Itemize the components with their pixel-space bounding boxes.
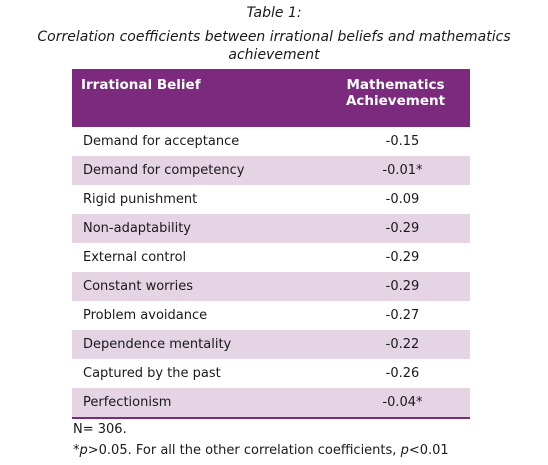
belief-cell: Non-adaptability (72, 214, 321, 243)
correlation-cell: -0.09 (385, 192, 420, 207)
correlation-cell: -0.29 (321, 272, 470, 301)
table-row: Constant worries -0.29 (72, 272, 470, 301)
p-symbol: p (79, 443, 88, 458)
header-irrational-belief: Irrational Belief (72, 69, 321, 127)
table-row: External control -0.29 (72, 243, 470, 272)
table-notes: N= 306. *p>0.05. For all the other corre… (73, 419, 449, 461)
table-row: Captured by the past -0.26 (72, 359, 470, 388)
significance-note: *p>0.05. For all the other correlation c… (73, 440, 449, 461)
correlation-table: Irrational Belief Mathematics Achievemen… (72, 69, 470, 419)
belief-cell: Demand for competency (72, 156, 321, 185)
belief-cell: Rigid punishment (83, 192, 198, 207)
table-row: Demand for competency -0.01* (72, 156, 470, 185)
correlation-cell: -0.15 (385, 134, 420, 149)
belief-cell: Captured by the past (83, 366, 221, 381)
correlation-cell: -0.26 (385, 366, 420, 381)
belief-cell: Constant worries (72, 272, 321, 301)
belief-cell: Dependence mentality (72, 330, 321, 359)
belief-cell: Problem avoidance (83, 308, 208, 323)
belief-cell: External control (83, 250, 187, 265)
table-row: Perfectionism -0.04* (72, 388, 470, 419)
table-row: Problem avoidance -0.27 (72, 301, 470, 330)
table-row: Demand for acceptance -0.15 (72, 127, 470, 156)
correlation-cell: -0.04* (321, 388, 470, 419)
table-header-row: Irrational Belief Mathematics Achievemen… (72, 69, 470, 127)
significance-threshold: <0.01 (408, 443, 449, 458)
table-row: Non-adaptability -0.29 (72, 214, 470, 243)
belief-cell: Demand for acceptance (83, 134, 240, 149)
header-math-line2: Achievement (345, 93, 446, 109)
header-math-line1: Mathematics (346, 77, 445, 93)
significance-text: >0.05. For all the other correlation coe… (87, 443, 401, 458)
correlation-cell: -0.29 (385, 250, 420, 265)
belief-cell: Perfectionism (72, 388, 321, 419)
header-mathematics-achievement: Mathematics Achievement (321, 69, 470, 127)
table-row: Rigid punishment -0.09 (72, 185, 470, 214)
correlation-cell: -0.01* (321, 156, 470, 185)
p-symbol: p (400, 443, 409, 458)
sample-size-note: N= 306. (73, 422, 127, 437)
table-row: Dependence mentality -0.22 (72, 330, 470, 359)
table-label: Table 1: (246, 5, 302, 21)
correlation-cell: -0.27 (385, 308, 420, 323)
correlation-cell: -0.22 (321, 330, 470, 359)
significance-star: * (73, 443, 80, 458)
correlation-cell: -0.29 (321, 214, 470, 243)
table-title: Correlation coefficients between irratio… (37, 29, 511, 63)
